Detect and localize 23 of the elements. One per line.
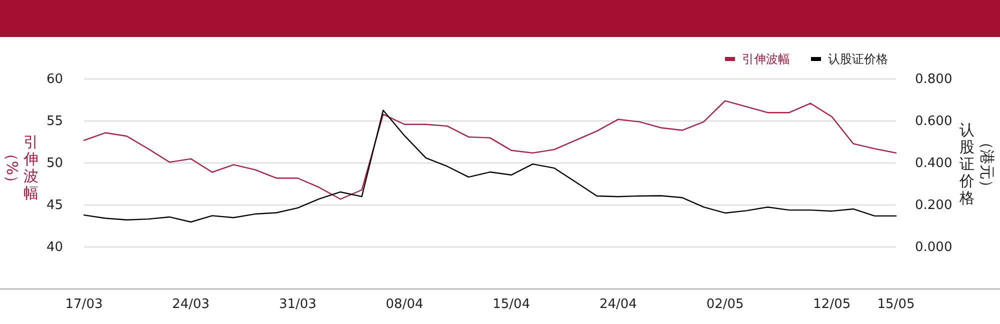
y2-tick-label: 0.400 xyxy=(915,156,952,171)
x-tick-label: 15/04 xyxy=(492,297,530,312)
x-tick-label: 02/05 xyxy=(706,297,744,312)
line-series xyxy=(83,100,897,200)
legend-label: 引伸波幅 xyxy=(742,52,790,66)
y2-tick-label: 0.000 xyxy=(915,240,952,255)
y-tick-label: 60 xyxy=(46,72,63,87)
x-tick-label: 12/05 xyxy=(813,297,851,312)
y2-tick-label: 0.200 xyxy=(915,198,952,213)
x-tick-label: 31/03 xyxy=(278,297,316,312)
y-tick-label: 50 xyxy=(46,156,63,171)
y-tick-label: 40 xyxy=(46,240,63,255)
x-tick-label: 08/04 xyxy=(386,297,424,312)
x-tick-label: 24/03 xyxy=(172,297,210,312)
y-tick-label: 45 xyxy=(46,198,63,213)
y2-tick-label: 0.800 xyxy=(915,72,952,87)
y-tick-label: 55 xyxy=(46,114,63,129)
x-tick-label: 15/05 xyxy=(877,297,915,312)
x-tick-label: 17/03 xyxy=(65,297,103,312)
x-tick-label: 24/04 xyxy=(599,297,637,312)
y2-tick-label: 0.600 xyxy=(915,114,952,129)
line-series xyxy=(83,110,897,223)
legend-label: 认股证价格 xyxy=(828,52,888,66)
